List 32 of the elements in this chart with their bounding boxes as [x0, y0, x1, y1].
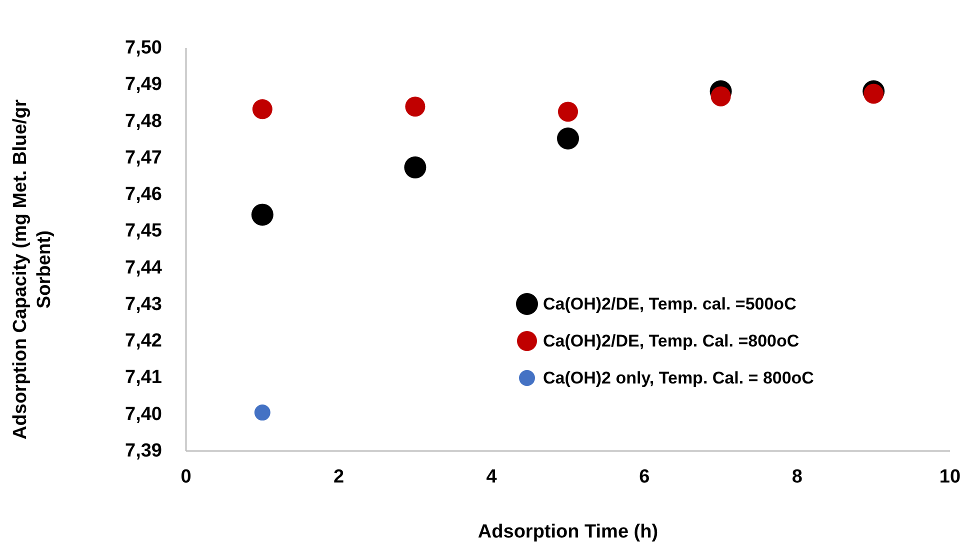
point [405, 96, 426, 117]
x-tick-label: 4 [486, 466, 498, 488]
point [251, 204, 274, 226]
legend-label: Ca(OH)2/DE, Temp. Cal. =800oC [543, 332, 800, 350]
y-tick-label: 7,42 [125, 330, 162, 352]
point [252, 99, 272, 120]
legend-label: Ca(OH)2 only, Temp. Cal. = 800oC [543, 368, 814, 388]
y-tick-label: 7,45 [125, 220, 162, 242]
x-tick-label: 2 [334, 466, 344, 488]
y-tick-label: 7,48 [125, 110, 162, 132]
point [558, 102, 578, 122]
y-tick-label: 7,50 [125, 38, 162, 58]
y-tick-label: 7,44 [125, 257, 162, 278]
x-axis-title: Adsorption Time (h) [478, 522, 658, 542]
y-tick-label: 7,46 [125, 184, 162, 206]
y-tick-label: 7,43 [125, 294, 162, 315]
legend-label: Ca(OH)2/DE, Temp. cal. =500oC [543, 294, 796, 314]
x-tick-label: 10 [939, 466, 961, 488]
point [254, 404, 270, 421]
y-tick-label: 7,40 [125, 404, 162, 425]
y-tick-label: 7,49 [125, 74, 162, 96]
x-tick-label: 0 [180, 466, 192, 488]
point [864, 84, 884, 104]
y-tick-label: 7,47 [125, 147, 162, 168]
point [710, 86, 731, 106]
y-tick-label: 7,41 [125, 367, 162, 388]
y-axis-title: Adsorption Capacity (mg Met. Blue/gr Sorbent) [10, 98, 55, 440]
x-tick-label: 6 [639, 466, 650, 488]
point [404, 156, 426, 178]
point [557, 127, 579, 150]
y-tick-label: 7,39 [125, 440, 162, 462]
x-tick-label: 8 [792, 466, 802, 488]
